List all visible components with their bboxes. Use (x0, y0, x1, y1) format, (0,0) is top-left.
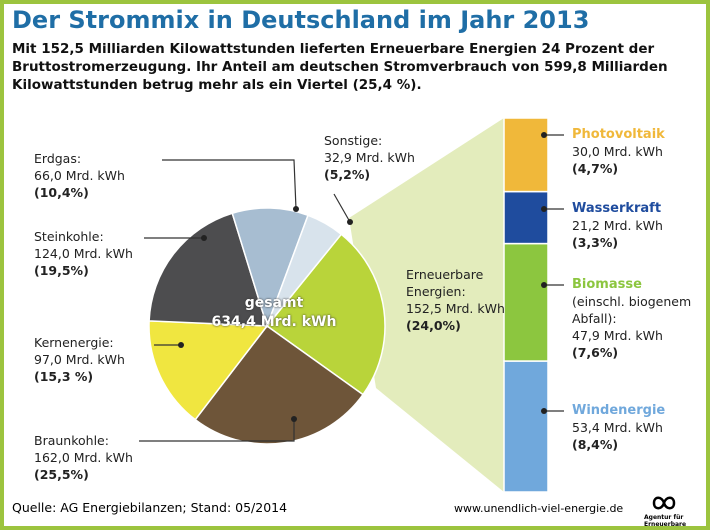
logo-text: Agentur für Erneuerbare Energien (644, 514, 687, 528)
segment-value: 47,9 Mrd. kWh (572, 328, 663, 343)
segment-value: 53,4 Mrd. kWh (572, 420, 663, 435)
logo-icon (652, 496, 676, 510)
segment-percent: (4,7%) (572, 161, 619, 176)
leader-dot (541, 206, 547, 212)
slice-value: 162,0 Mrd. kWh (34, 450, 133, 465)
subtitle: Mit 152,5 Milliarden Kilowattstunden lie… (12, 41, 668, 93)
chart (139, 117, 564, 493)
leader-dot (178, 342, 184, 348)
pie-slice (148, 212, 269, 327)
segment-percent: (7,6%) (572, 345, 619, 360)
slice-percent: (5,2%) (324, 167, 371, 182)
segment-label: Biomasse (einschl. biogenem Abfall): 47,9 … (572, 276, 702, 361)
slice-value: 152,5 Mrd. kWh (406, 301, 505, 316)
logo: Agentur für Erneuerbare Energien (644, 494, 704, 528)
total: gesamt 634,4 Mrd. kWh (209, 294, 339, 332)
slice-percent: (24,0%) (406, 318, 461, 333)
pie-slice (266, 214, 343, 327)
slice-value: 97,0 Mrd. kWh (34, 352, 125, 367)
slice-value: 124,0 Mrd. kWh (34, 246, 133, 261)
segment-value: 30,0 Mrd. kWh (572, 144, 663, 159)
leader-dot (201, 235, 207, 241)
segment-label: Photovoltaik 30,0 Mrd. kWh (4,7%) (572, 126, 702, 177)
leader-dot (541, 282, 547, 288)
bar-segment (503, 117, 549, 193)
slice-name: Steinkohle: (34, 229, 104, 244)
slice-percent: (15,3 %) (34, 369, 94, 384)
leader-line (162, 159, 297, 210)
title: Der Strommix in Deutschland im Jahr 2013 (12, 6, 590, 34)
segment-value: 21,2 Mrd. kWh (572, 218, 663, 233)
connector (349, 118, 504, 492)
segment-percent: (3,3%) (572, 235, 619, 250)
segment-label: Windenergie 53,4 Mrd. kWh (8,4%) (572, 402, 702, 453)
legend-name: Windenergie (572, 403, 666, 418)
bar-segment (503, 242, 549, 362)
segment-percent: (8,4%) (572, 437, 619, 452)
slice-label: Erdgas: 66,0 Mrd. kWh (10,4%) (34, 150, 164, 201)
slice-label: Steinkohle: 124,0 Mrd. kWh (19,5%) (34, 228, 164, 279)
leader-dot (291, 416, 297, 422)
total-value: 634,4 Mrd. kWh (211, 314, 337, 330)
leader-dot (541, 408, 547, 414)
pie-slice (194, 324, 365, 445)
leader-dot (541, 132, 547, 138)
slice-name: Braunkohle: (34, 433, 109, 448)
legend-name: Biomasse (572, 277, 642, 292)
legend-name: Photovoltaik (572, 127, 665, 142)
slice-percent: (10,4%) (34, 185, 89, 200)
slice-percent: (25,5%) (34, 467, 89, 482)
slice-value: 32,9 Mrd. kWh (324, 150, 415, 165)
leader-dot (347, 219, 353, 225)
slice-name: Kernenergie: (34, 335, 114, 350)
pie-slice (265, 233, 386, 396)
leader-line (333, 193, 351, 223)
slice-label: Braunkohle: 162,0 Mrd. kWh (25,5%) (34, 432, 159, 483)
total-label: gesamt (244, 295, 304, 311)
slice-value: 66,0 Mrd. kWh (34, 168, 125, 183)
slice-name: Erdgas: (34, 151, 82, 166)
bar-segment (503, 360, 549, 493)
bar-segment (503, 190, 549, 245)
segment-note: (einschl. biogenem Abfall): (572, 294, 692, 326)
slice-label: Sonstige: 32,9 Mrd. kWh (5,2%) (324, 132, 454, 183)
segment-label: Wasserkraft 21,2 Mrd. kWh (3,3%) (572, 200, 702, 251)
slice-name: Sonstige: (324, 133, 383, 148)
source: Quelle: AG Energiebilanzen; Stand: 05/20… (12, 500, 288, 515)
slice-name: Erneuerbare Energien: (406, 267, 484, 299)
leader-line (139, 419, 295, 442)
leader-dot (293, 206, 299, 212)
url: www.unendlich-viel-energie.de (454, 502, 624, 515)
slice-percent: (19,5%) (34, 263, 89, 278)
slice-label: Kernenergie: 97,0 Mrd. kWh (15,3 %) (34, 334, 164, 385)
pie-slice (231, 207, 309, 329)
legend-name: Wasserkraft (572, 201, 662, 216)
slice-label: Erneuerbare Energien: 152,5 Mrd. kWh (24,… (406, 266, 516, 334)
